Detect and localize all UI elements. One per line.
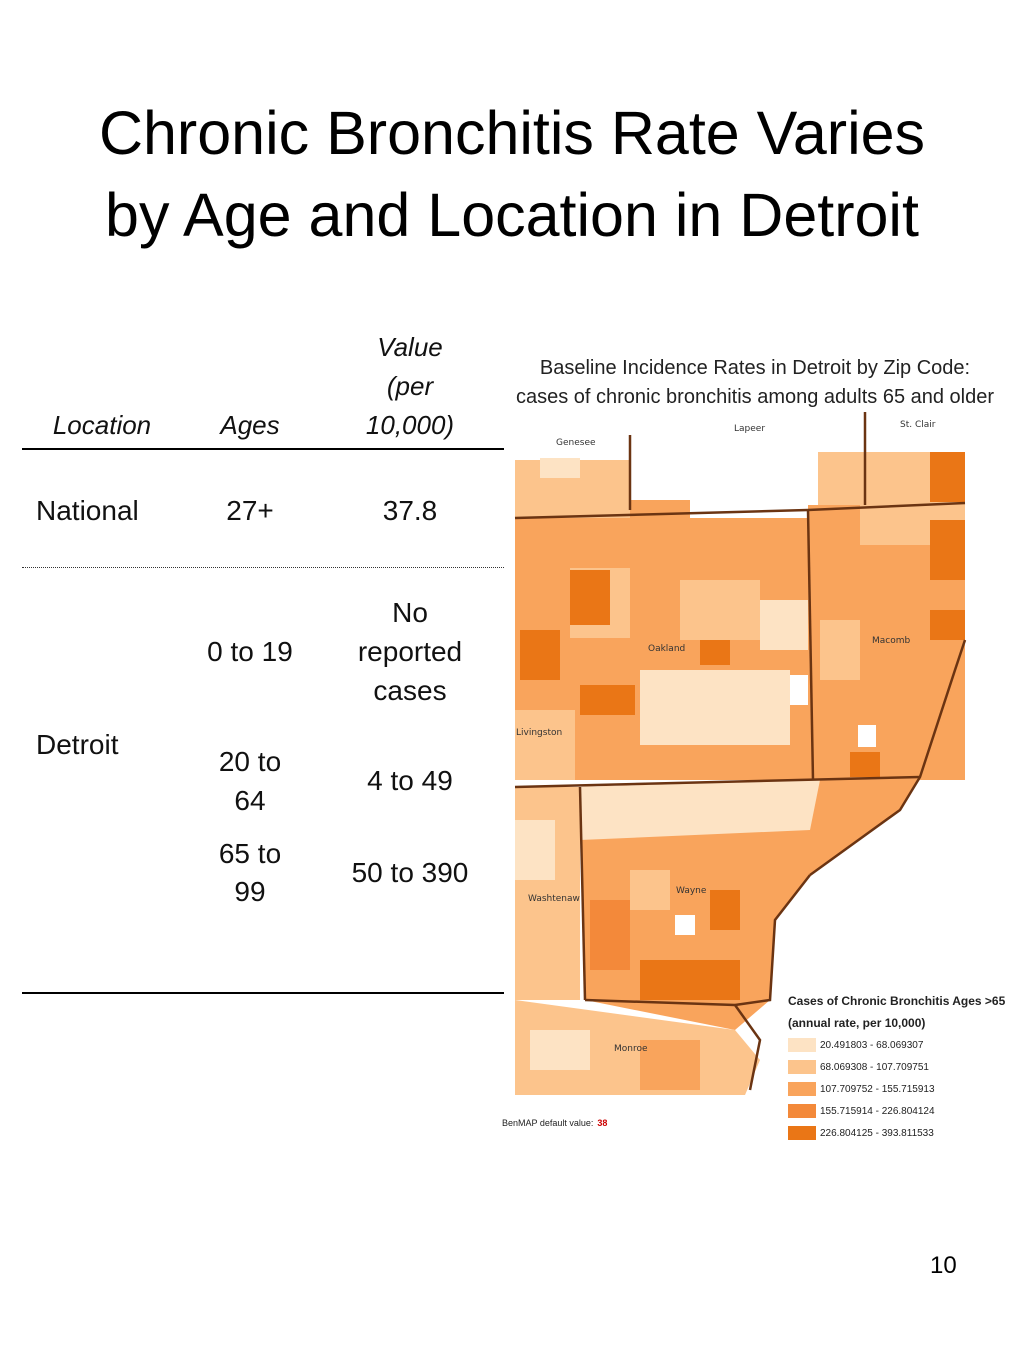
- detroit-r3-value: 50 to 390: [351, 857, 469, 888]
- detroit-r3-ages-line1: 65 to: [218, 838, 282, 869]
- legend-label: 20.491803 - 68.069307: [820, 1039, 924, 1051]
- label-wayne: Wayne: [676, 886, 707, 896]
- legend-label: 226.804125 - 393.811533: [820, 1127, 934, 1139]
- detroit-r2-value: 4 to 49: [367, 765, 453, 796]
- legend-label: 68.069308 - 107.709751: [820, 1061, 929, 1073]
- legend-swatch: [788, 1038, 816, 1052]
- legend-swatch: [788, 1126, 816, 1140]
- rates-table: Location Ages Value (per 10,000) Nationa…: [22, 322, 504, 1002]
- header-value-line1: Value: [377, 332, 443, 362]
- header-value-line2: (per: [386, 371, 434, 401]
- section-divider: [22, 567, 504, 568]
- detroit-r1-value-line3: cases: [373, 675, 447, 706]
- legend-item: 107.709752 - 155.715913: [788, 1078, 1008, 1100]
- label-st-clair: St. Clair: [900, 420, 936, 430]
- national-location: National: [36, 495, 139, 526]
- detroit-r3-ages-line2: 99: [234, 876, 266, 907]
- county-borders: [514, 412, 967, 1091]
- slide-title: Chronic Bronchitis Rate Varies by Age an…: [0, 92, 1024, 256]
- legend-items: 20.491803 - 68.069307 68.069308 - 107.709…: [788, 1034, 1008, 1144]
- header-rule: [22, 448, 504, 450]
- legend-swatch: [788, 1060, 816, 1074]
- benmap-label: BenMAP default value:: [502, 1118, 594, 1128]
- detroit-r2-ages-line1: 20 to: [218, 746, 282, 777]
- detroit-r2-ages-line2: 64: [234, 785, 266, 816]
- page-number: 10: [930, 1252, 957, 1279]
- legend-title-line1: Cases of Chronic Bronchitis Ages >65: [788, 994, 1006, 1008]
- slide-title-line2: by Age and Location in Detroit: [105, 181, 919, 249]
- slide-title-line1: Chronic Bronchitis Rate Varies: [98, 99, 926, 167]
- legend-item: 20.491803 - 68.069307: [788, 1034, 1008, 1056]
- wayne-zips: [580, 777, 920, 1030]
- label-washtenaw: Washtenaw: [528, 894, 580, 904]
- monroe-zips: [515, 1000, 760, 1095]
- detroit-location: Detroit: [36, 729, 119, 760]
- map-title: Baseline Incidence Rates in Detroit by Z…: [500, 354, 1010, 412]
- table-bottom-rule: [22, 992, 504, 994]
- label-livingston: Livingston: [516, 728, 563, 738]
- legend-label: 155.715914 - 226.804124: [820, 1105, 935, 1117]
- detroit-r1-ages: 0 to 19: [207, 636, 293, 667]
- header-value-line3: 10,000): [365, 410, 455, 440]
- legend-title-line2: (annual rate, per 10,000): [788, 1016, 926, 1030]
- national-value: 37.8: [382, 495, 438, 526]
- legend-item: 226.804125 - 393.811533: [788, 1122, 1008, 1144]
- detroit-r1-value-line2: reported: [357, 636, 463, 667]
- legend-label: 107.709752 - 155.715913: [820, 1083, 935, 1095]
- incidence-map: Baseline Incidence Rates in Detroit by Z…: [500, 340, 1010, 1140]
- map-legend: Cases of Chronic Bronchitis Ages >65 (an…: [788, 990, 1008, 1144]
- label-genesee: Genesee: [556, 438, 596, 448]
- stclair-zips: [818, 452, 965, 505]
- oakland-zips: [515, 518, 812, 780]
- header-ages: Ages: [220, 410, 280, 440]
- label-macomb: Macomb: [872, 636, 911, 646]
- benmap-value: 38: [597, 1118, 608, 1128]
- washtenaw-zips: [515, 787, 580, 1000]
- benmap-default: BenMAP default value: 38: [502, 1118, 607, 1128]
- map-title-line2: cases of chronic bronchitis among adults…: [515, 386, 995, 408]
- macomb-zips: [808, 505, 965, 780]
- detroit-r1-value-line1: No: [392, 597, 428, 628]
- label-monroe: Monroe: [614, 1044, 648, 1054]
- genesee-lapeer-zips: [515, 458, 690, 518]
- header-location: Location: [52, 410, 152, 440]
- label-lapeer: Lapeer: [734, 424, 766, 434]
- legend-item: 68.069308 - 107.709751: [788, 1056, 1008, 1078]
- map-title-line1: Baseline Incidence Rates in Detroit by Z…: [539, 357, 971, 379]
- national-ages: 27+: [226, 495, 274, 526]
- legend-item: 155.715914 - 226.804124: [788, 1100, 1008, 1122]
- map-graphic: [514, 412, 967, 1095]
- label-oakland: Oakland: [648, 644, 686, 654]
- legend-swatch: [788, 1104, 816, 1118]
- legend-swatch: [788, 1082, 816, 1096]
